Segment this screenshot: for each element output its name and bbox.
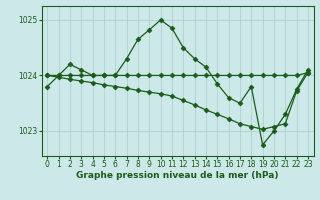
X-axis label: Graphe pression niveau de la mer (hPa): Graphe pression niveau de la mer (hPa) — [76, 171, 279, 180]
